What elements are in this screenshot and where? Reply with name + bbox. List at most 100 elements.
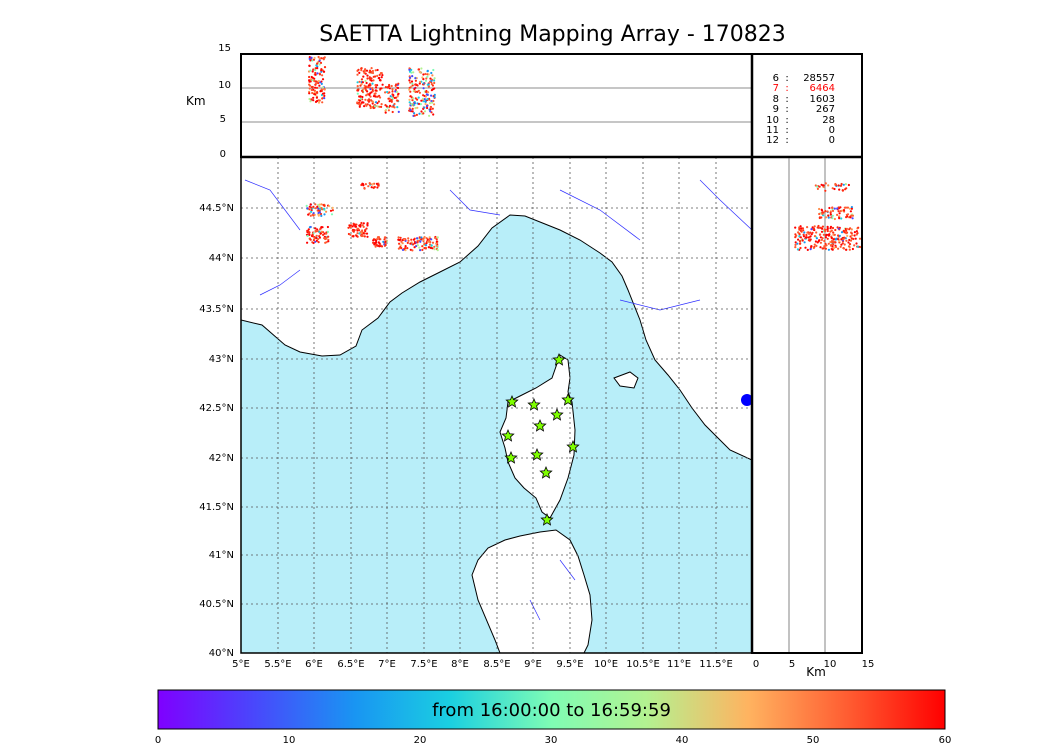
lightning-source (424, 79, 428, 82)
lightning-source (317, 209, 320, 212)
colorbar-tick: 30 (545, 735, 558, 746)
lightning-source (838, 234, 841, 237)
lightning-source (816, 185, 819, 188)
lightning-source (397, 236, 400, 239)
lightning-source (408, 86, 411, 89)
lightning-source (376, 238, 379, 241)
sea-area (241, 214, 752, 653)
lat-tick: 41°N (209, 550, 234, 561)
lightning-source (393, 102, 396, 106)
lightning-source (407, 237, 410, 240)
lightning-source (806, 226, 809, 229)
lightning-source (365, 89, 368, 92)
lightning-source (428, 102, 431, 105)
lightning-source (416, 90, 419, 93)
lightning-source (366, 235, 369, 238)
lightning-source (407, 239, 410, 242)
lightning-source (360, 67, 363, 70)
lightning-source (393, 96, 396, 99)
lightning-source (408, 68, 411, 71)
lightning-source (315, 239, 318, 242)
lightning-source (374, 101, 378, 104)
lightning-source (845, 227, 849, 230)
lightning-source (351, 229, 354, 232)
lightning-source (384, 109, 387, 112)
lightning-source (838, 217, 841, 220)
lightning-source (359, 95, 362, 98)
lightning-source (848, 228, 851, 231)
lightning-source (837, 234, 840, 237)
lightning-source (848, 248, 851, 251)
lightning-source (832, 233, 835, 236)
lightning-source (314, 80, 318, 83)
lightning-source (430, 94, 433, 97)
lightning-source (314, 207, 317, 210)
lightning-source (360, 89, 364, 92)
lightning-source (323, 92, 326, 95)
separator: : (785, 73, 789, 84)
lightning-source (853, 231, 857, 234)
lightning-source (408, 88, 411, 91)
lightning-source (323, 88, 326, 91)
lightning-source (356, 81, 359, 84)
lightning-source (310, 88, 313, 92)
lightning-source (325, 232, 328, 235)
lightning-source (841, 189, 844, 192)
station-count: 11 (766, 125, 779, 137)
lightning-source (410, 103, 413, 106)
lightning-source (403, 238, 406, 241)
station-star-icon (501, 428, 515, 442)
lightning-source (318, 63, 321, 66)
lightning-source (836, 207, 839, 210)
lightning-source (414, 107, 417, 110)
lightning-source (812, 246, 816, 249)
lightning-source (329, 209, 333, 212)
lightning-source (433, 77, 436, 80)
lightning-source (830, 236, 833, 239)
lightning-source (406, 241, 409, 244)
lightning-source (428, 239, 431, 242)
lightning-source (806, 231, 809, 234)
lightning-source (421, 245, 424, 248)
lightning-source (372, 79, 375, 82)
lightning-source (430, 238, 433, 241)
lightning-source (797, 231, 800, 234)
lightning-source (802, 229, 805, 232)
side-axis-label: Km (806, 665, 826, 679)
lightning-source (322, 70, 325, 73)
lightning-source (368, 104, 371, 107)
lightning-source (414, 79, 417, 82)
lightning-source (833, 217, 837, 221)
lightning-source (856, 245, 859, 248)
lightning-sources-plan (305, 182, 439, 252)
lightning-source (374, 241, 377, 245)
lightning-source (428, 97, 431, 100)
lightning-source (365, 69, 369, 72)
lightning-source (419, 80, 422, 84)
lightning-source (855, 230, 859, 233)
lightning-source (371, 71, 375, 75)
lightning-source (361, 224, 364, 227)
lightning-source (391, 90, 394, 93)
lightning-source (810, 228, 813, 231)
lightning-source (364, 98, 367, 101)
lightning-source (392, 94, 395, 97)
lightning-source (794, 236, 797, 239)
lightning-source (827, 214, 830, 217)
lightning-source (358, 80, 361, 83)
lightning-source (850, 228, 853, 231)
lightning-source (796, 248, 800, 251)
lightning-source (824, 230, 827, 233)
lightning-source (318, 73, 322, 76)
river (244, 179, 752, 621)
lat-tick: 43.5°N (199, 304, 234, 315)
lightning-source (326, 225, 329, 229)
lightning-source (840, 231, 844, 234)
lightning-source (306, 234, 309, 238)
lightning-source (315, 237, 318, 240)
lightning-source (850, 207, 854, 210)
lightning-source (813, 235, 817, 238)
lightning-source (401, 248, 405, 251)
lightning-sources-altitude (307, 55, 436, 117)
lightning-source (847, 245, 851, 248)
